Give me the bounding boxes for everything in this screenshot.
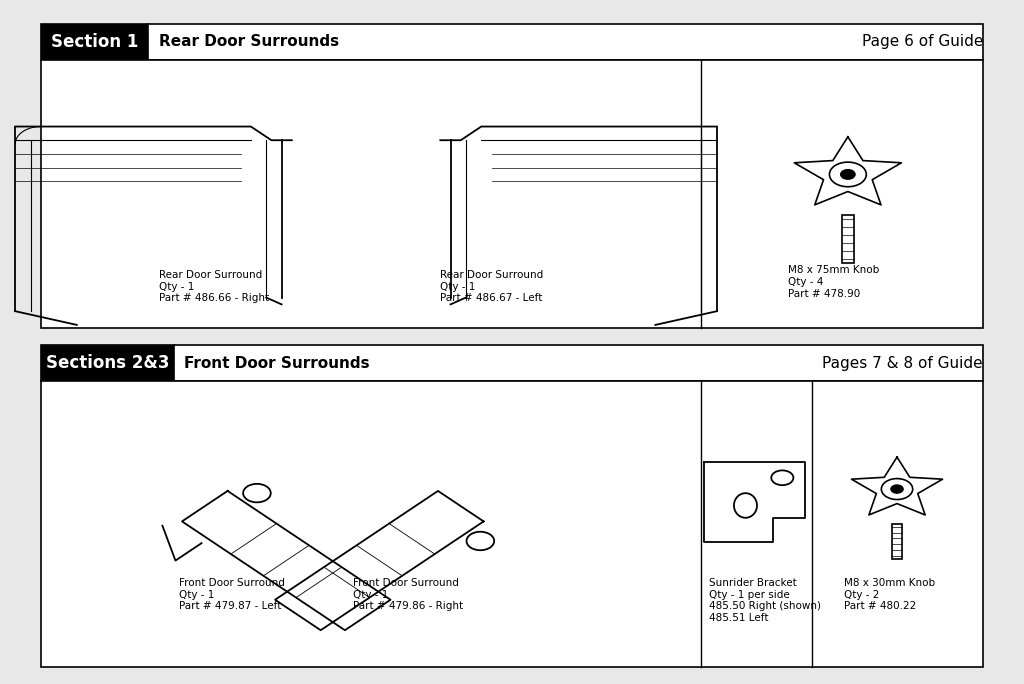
Polygon shape bbox=[852, 457, 942, 515]
FancyBboxPatch shape bbox=[41, 24, 148, 60]
Text: Rear Door Surround
Qty - 1
Part # 486.67 - Left: Rear Door Surround Qty - 1 Part # 486.67… bbox=[440, 270, 544, 304]
Text: Sections 2&3: Sections 2&3 bbox=[46, 354, 169, 372]
Circle shape bbox=[243, 484, 270, 502]
Text: Page 6 of Guide: Page 6 of Guide bbox=[861, 34, 983, 49]
Polygon shape bbox=[182, 491, 390, 630]
FancyBboxPatch shape bbox=[148, 24, 983, 60]
Circle shape bbox=[882, 479, 912, 499]
Polygon shape bbox=[163, 526, 202, 561]
Text: Sunrider Bracket
Qty - 1 per side
485.50 Right (shown)
485.51 Left: Sunrider Bracket Qty - 1 per side 485.50… bbox=[709, 578, 820, 622]
Polygon shape bbox=[275, 491, 483, 630]
Bar bbox=[892, 524, 902, 559]
Text: Pages 7 & 8 of Guide: Pages 7 & 8 of Guide bbox=[822, 356, 983, 371]
Polygon shape bbox=[795, 137, 901, 205]
Text: Front Door Surrounds: Front Door Surrounds bbox=[184, 356, 370, 371]
Polygon shape bbox=[705, 462, 805, 542]
Circle shape bbox=[829, 162, 866, 187]
Text: M8 x 30mm Knob
Qty - 2
Part # 480.22: M8 x 30mm Knob Qty - 2 Part # 480.22 bbox=[844, 578, 935, 611]
Text: M8 x 75mm Knob
Qty - 4
Part # 478.90: M8 x 75mm Knob Qty - 4 Part # 478.90 bbox=[788, 265, 880, 299]
FancyBboxPatch shape bbox=[174, 345, 983, 381]
Circle shape bbox=[841, 170, 855, 179]
Text: Front Door Surround
Qty - 1
Part # 479.87 - Left: Front Door Surround Qty - 1 Part # 479.8… bbox=[179, 578, 285, 611]
Bar bbox=[842, 215, 854, 263]
Circle shape bbox=[891, 485, 903, 493]
Text: Section 1: Section 1 bbox=[51, 33, 138, 51]
Bar bbox=[41, 381, 983, 667]
Text: Rear Door Surround
Qty - 1
Part # 486.66 - Right: Rear Door Surround Qty - 1 Part # 486.66… bbox=[159, 270, 269, 304]
FancyBboxPatch shape bbox=[41, 345, 174, 381]
Text: Rear Door Surrounds: Rear Door Surrounds bbox=[159, 34, 339, 49]
Circle shape bbox=[467, 531, 495, 550]
Text: Front Door Surround
Qty - 1
Part # 479.86 - Right: Front Door Surround Qty - 1 Part # 479.8… bbox=[353, 578, 464, 611]
Bar bbox=[41, 60, 983, 328]
